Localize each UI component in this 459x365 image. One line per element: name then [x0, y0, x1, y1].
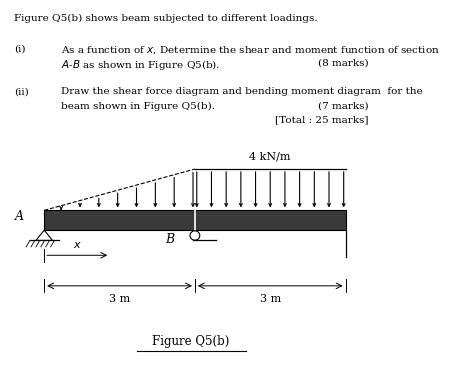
Text: [Total : 25 marks]: [Total : 25 marks] — [274, 115, 367, 124]
Text: (8 marks): (8 marks) — [317, 58, 367, 68]
Text: As a function of $\mathit{x}$, Determine the shear and moment function of sectio: As a function of $\mathit{x}$, Determine… — [61, 44, 439, 56]
Text: Draw the shear force diagram and bending moment diagram  for the: Draw the shear force diagram and bending… — [61, 87, 422, 96]
Circle shape — [190, 231, 199, 240]
Text: 3 m: 3 m — [109, 294, 130, 304]
Text: $\mathbf{\mathit{A}}$-$\mathbf{\mathit{B}}$ as shown in Figure Q5(b).: $\mathbf{\mathit{A}}$-$\mathbf{\mathit{B… — [61, 58, 220, 73]
Text: 3 m: 3 m — [259, 294, 280, 304]
Text: Figure Q5(b): Figure Q5(b) — [152, 335, 230, 348]
Text: A: A — [15, 210, 23, 223]
Text: Figure Q5(b) shows beam subjected to different loadings.: Figure Q5(b) shows beam subjected to dif… — [14, 14, 317, 23]
Text: 4 kN/m: 4 kN/m — [249, 151, 291, 161]
Text: B: B — [165, 233, 174, 246]
Text: (i): (i) — [14, 44, 26, 53]
Text: (ii): (ii) — [14, 87, 29, 96]
Polygon shape — [44, 210, 345, 230]
Text: $\mathit{x}$: $\mathit{x}$ — [73, 240, 82, 250]
Polygon shape — [36, 230, 52, 241]
Text: (7 marks): (7 marks) — [317, 101, 367, 111]
Text: beam shown in Figure Q5(b).: beam shown in Figure Q5(b). — [61, 101, 215, 111]
